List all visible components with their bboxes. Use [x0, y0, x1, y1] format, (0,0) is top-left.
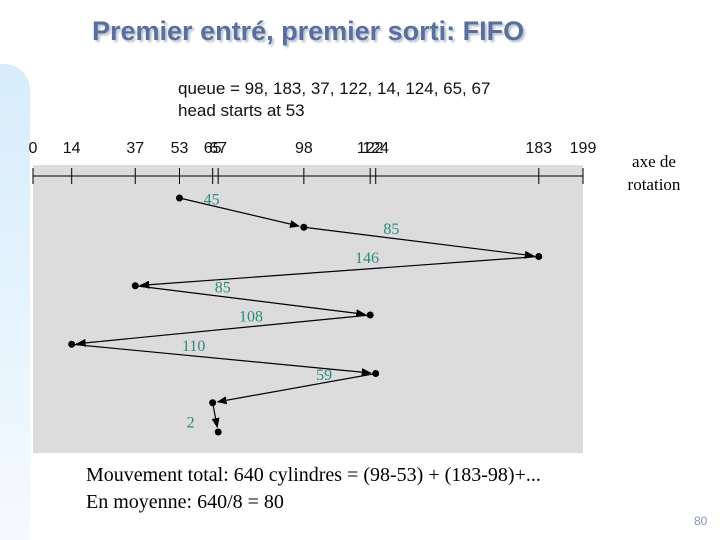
- head-move-4: [135, 285, 367, 318]
- head-move-2: [303, 226, 535, 259]
- slide-title: Premier entré, premier sorti: FIFO: [92, 16, 525, 46]
- slide-accent-bar: [0, 64, 30, 540]
- move-distance-label-7: 59: [316, 367, 332, 384]
- axis-tick-label-183: 183: [525, 140, 552, 157]
- request-point-67: [214, 428, 222, 436]
- axis-tick-label-0: 0: [29, 140, 38, 157]
- queue-description: queue = 98, 183, 37, 122, 14, 124, 65, 6…: [178, 78, 490, 122]
- move-distance-label-5: 108: [239, 309, 263, 326]
- axis-tick-label-124: 124: [362, 140, 389, 157]
- request-point-53: [175, 194, 183, 202]
- request-point-65: [209, 399, 217, 407]
- request-point-183: [535, 253, 543, 260]
- summary-text: Mouvement total: 640 cylindres = (98-53)…: [86, 462, 541, 516]
- axis-tick-label-65: 65: [204, 140, 222, 157]
- head-move-6: [71, 343, 372, 377]
- average-line: En moyenne: 640/8 = 80: [86, 491, 284, 513]
- axis-tick-label-122: 122: [357, 140, 384, 157]
- axis-tick-label-98: 98: [295, 140, 313, 157]
- request-point-37: [131, 282, 139, 290]
- move-distance-label-6: 110: [182, 338, 205, 355]
- axis-tick-label-67: 67: [209, 140, 227, 157]
- request-point-124: [372, 370, 380, 377]
- head-move-1: [179, 197, 300, 228]
- move-distance-label-2: 85: [383, 221, 399, 238]
- head-move-7: [216, 372, 376, 405]
- axis-tick-label-53: 53: [171, 140, 189, 157]
- move-distance-label-1: 45: [204, 192, 220, 209]
- head-move-3: [139, 255, 539, 289]
- request-point-14: [68, 340, 76, 348]
- axis-tick-label-37: 37: [126, 140, 144, 157]
- total-movement-line: Mouvement total: 640 cylindres = (98-53)…: [86, 464, 541, 486]
- move-distance-label-8: 2: [187, 414, 195, 431]
- queue-line: queue = 98, 183, 37, 122, 14, 124, 65, 6…: [178, 79, 491, 98]
- request-point-122: [366, 311, 374, 319]
- move-distance-label-3: 146: [355, 250, 379, 267]
- diagram-panel: [33, 165, 583, 453]
- axis-tick-label-14: 14: [63, 140, 81, 157]
- head-move-8: [211, 402, 220, 429]
- head-move-5: [75, 314, 371, 347]
- axis-rotation-note: axe de rotation: [627, 152, 681, 194]
- page-number: 80: [694, 514, 708, 528]
- move-distance-label-4: 85: [215, 279, 231, 296]
- request-point-98: [300, 223, 308, 231]
- head-start-line: head starts at 53: [178, 101, 305, 120]
- axis-tick-label-199: 199: [570, 140, 597, 157]
